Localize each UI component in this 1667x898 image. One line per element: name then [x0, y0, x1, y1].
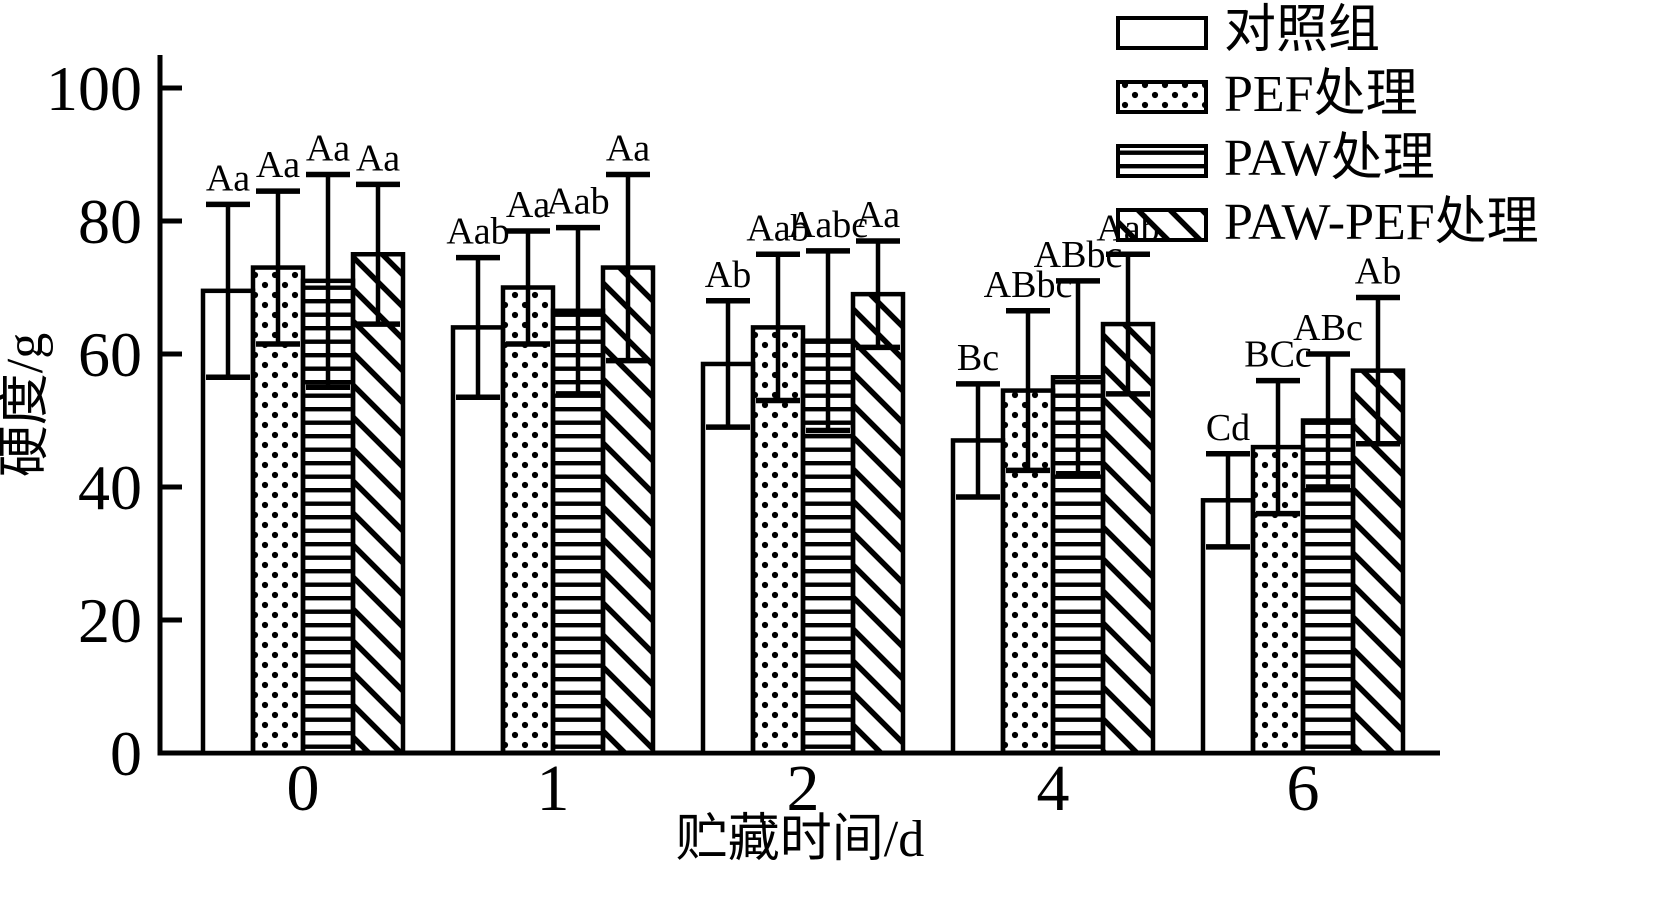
y-tick-label: 20	[78, 585, 142, 656]
legend-item: PEF处理	[1116, 66, 1418, 123]
legend-swatch	[1116, 144, 1208, 178]
x-tick-label: 2	[787, 752, 820, 825]
legend-item: 对照组	[1116, 2, 1380, 59]
legend-label: PAW-PEF处理	[1224, 194, 1539, 251]
significance-label: Aa	[856, 194, 900, 236]
y-tick-label: 40	[78, 452, 142, 523]
bar	[500, 285, 556, 756]
bar	[250, 265, 306, 756]
x-tick-label: 1	[537, 752, 570, 825]
bar	[850, 291, 906, 756]
y-tick-label: 100	[46, 53, 142, 124]
significance-label: Bc	[957, 337, 999, 379]
legend-item: PAW-PEF处理	[1116, 194, 1539, 251]
y-axis-title: 硬度/g	[0, 333, 54, 477]
significance-label: Aab	[446, 211, 509, 253]
y-tick-label: 80	[78, 186, 142, 257]
significance-label: Aa	[606, 127, 650, 169]
x-axis-title: 贮藏时间/d	[676, 811, 924, 868]
significance-label: BCc	[1244, 334, 1312, 376]
significance-label: ABbc	[984, 264, 1073, 306]
y-tick-label: 60	[78, 319, 142, 390]
x-tick-label: 4	[1037, 752, 1070, 825]
legend: 对照组 PEF处理 PAW处理 PAW-PEF处理	[1116, 2, 1539, 251]
x-tick-label: 6	[1287, 752, 1320, 825]
significance-label: Aa	[356, 137, 400, 179]
legend-swatch	[1116, 80, 1208, 114]
significance-label: Aa	[506, 184, 550, 226]
legend-label: PAW处理	[1224, 130, 1435, 187]
significance-label: Aab	[546, 181, 609, 223]
significance-label: Ab	[1355, 250, 1401, 292]
legend-swatch	[1116, 208, 1208, 242]
significance-label: Aabc	[788, 204, 868, 246]
legend-item: PAW处理	[1116, 130, 1435, 187]
y-tick-label: 0	[110, 718, 142, 789]
legend-label: 对照组	[1224, 2, 1380, 59]
series-3: AaAaAaAabAb	[350, 127, 1406, 756]
significance-label: Aa	[256, 144, 300, 186]
significance-label: Ab	[705, 254, 751, 296]
significance-label: ABc	[1293, 307, 1363, 349]
bar	[350, 252, 406, 756]
legend-swatch	[1116, 16, 1208, 50]
legend-label: PEF处理	[1224, 66, 1418, 123]
significance-label: Cd	[1206, 407, 1250, 449]
significance-label: Aa	[306, 127, 350, 169]
significance-label: Aab	[746, 207, 809, 249]
x-tick-label: 0	[287, 752, 320, 825]
significance-label: Aa	[206, 157, 250, 199]
